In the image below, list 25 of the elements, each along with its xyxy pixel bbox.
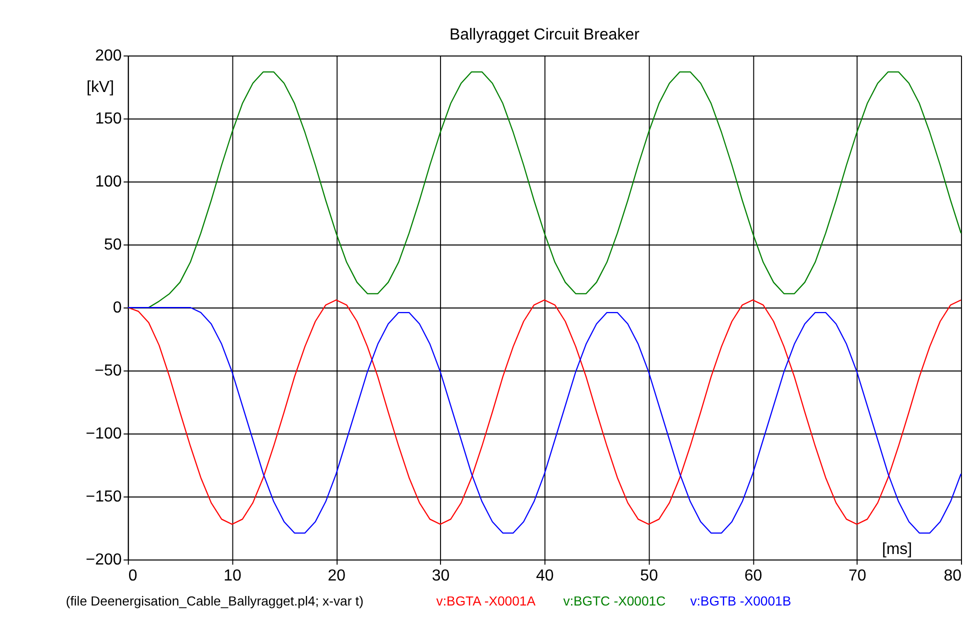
x-tick-label: 40 <box>536 568 554 585</box>
y-tick-label: 50 <box>104 236 122 254</box>
y-axis-title: [kV] <box>86 79 114 96</box>
y-tick-label: 100 <box>95 174 122 191</box>
x-tick-label: 50 <box>640 568 658 585</box>
y-tick-label: −100 <box>86 426 122 443</box>
y-tick-label: −50 <box>94 362 122 380</box>
x-tick-label: 0 <box>128 568 138 585</box>
x-axis-title: [ms] <box>882 540 912 558</box>
y-tick-label: −200 <box>86 552 122 569</box>
x-tick-label: 20 <box>328 568 346 585</box>
x-tick-label: 30 <box>432 568 450 585</box>
y-tick-label: 0 <box>112 300 122 317</box>
text: v:BGTB -X0001B <box>690 594 792 609</box>
text: (file Deenergisation_Cable_Ballyragget.pl4; x-var t) <box>66 594 364 609</box>
x-tick-label: 10 <box>224 568 242 585</box>
text: v:BGTA -X0001A <box>436 594 536 609</box>
chart-title: Ballyragget Circuit Breaker <box>449 26 640 44</box>
x-tick-label: 60 <box>744 568 762 585</box>
x-tick-label: 70 <box>848 568 866 585</box>
x-tick-label: 80 <box>944 568 962 585</box>
y-tick-label: −150 <box>86 488 122 506</box>
y-tick-label: 150 <box>95 110 122 128</box>
text: v:BGTC -X0001C <box>563 594 666 609</box>
y-tick-label: 200 <box>95 48 122 65</box>
